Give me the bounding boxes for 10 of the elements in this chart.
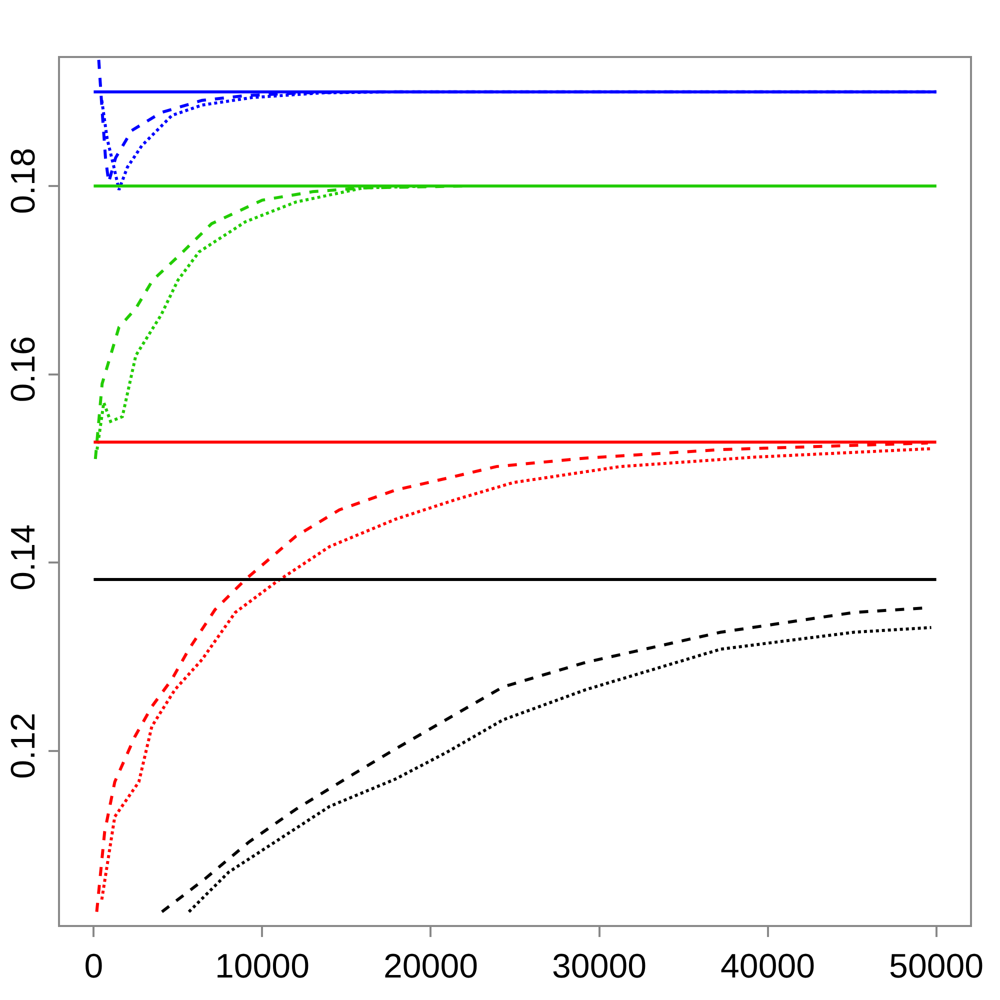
y-tick-label: 0.12	[4, 712, 43, 779]
x-tick-label: 20000	[383, 948, 478, 986]
x-tick-label: 50000	[889, 948, 984, 986]
x-tick-label: 40000	[720, 948, 816, 986]
x-tick-label: 30000	[552, 948, 647, 986]
y-tick-label: 0.16	[4, 336, 43, 402]
x-tick-label: 0	[84, 948, 104, 986]
y-tick-label: 0.18	[4, 148, 43, 214]
y-tick-label: 0.14	[4, 524, 43, 591]
x-tick-label: 10000	[214, 948, 310, 986]
